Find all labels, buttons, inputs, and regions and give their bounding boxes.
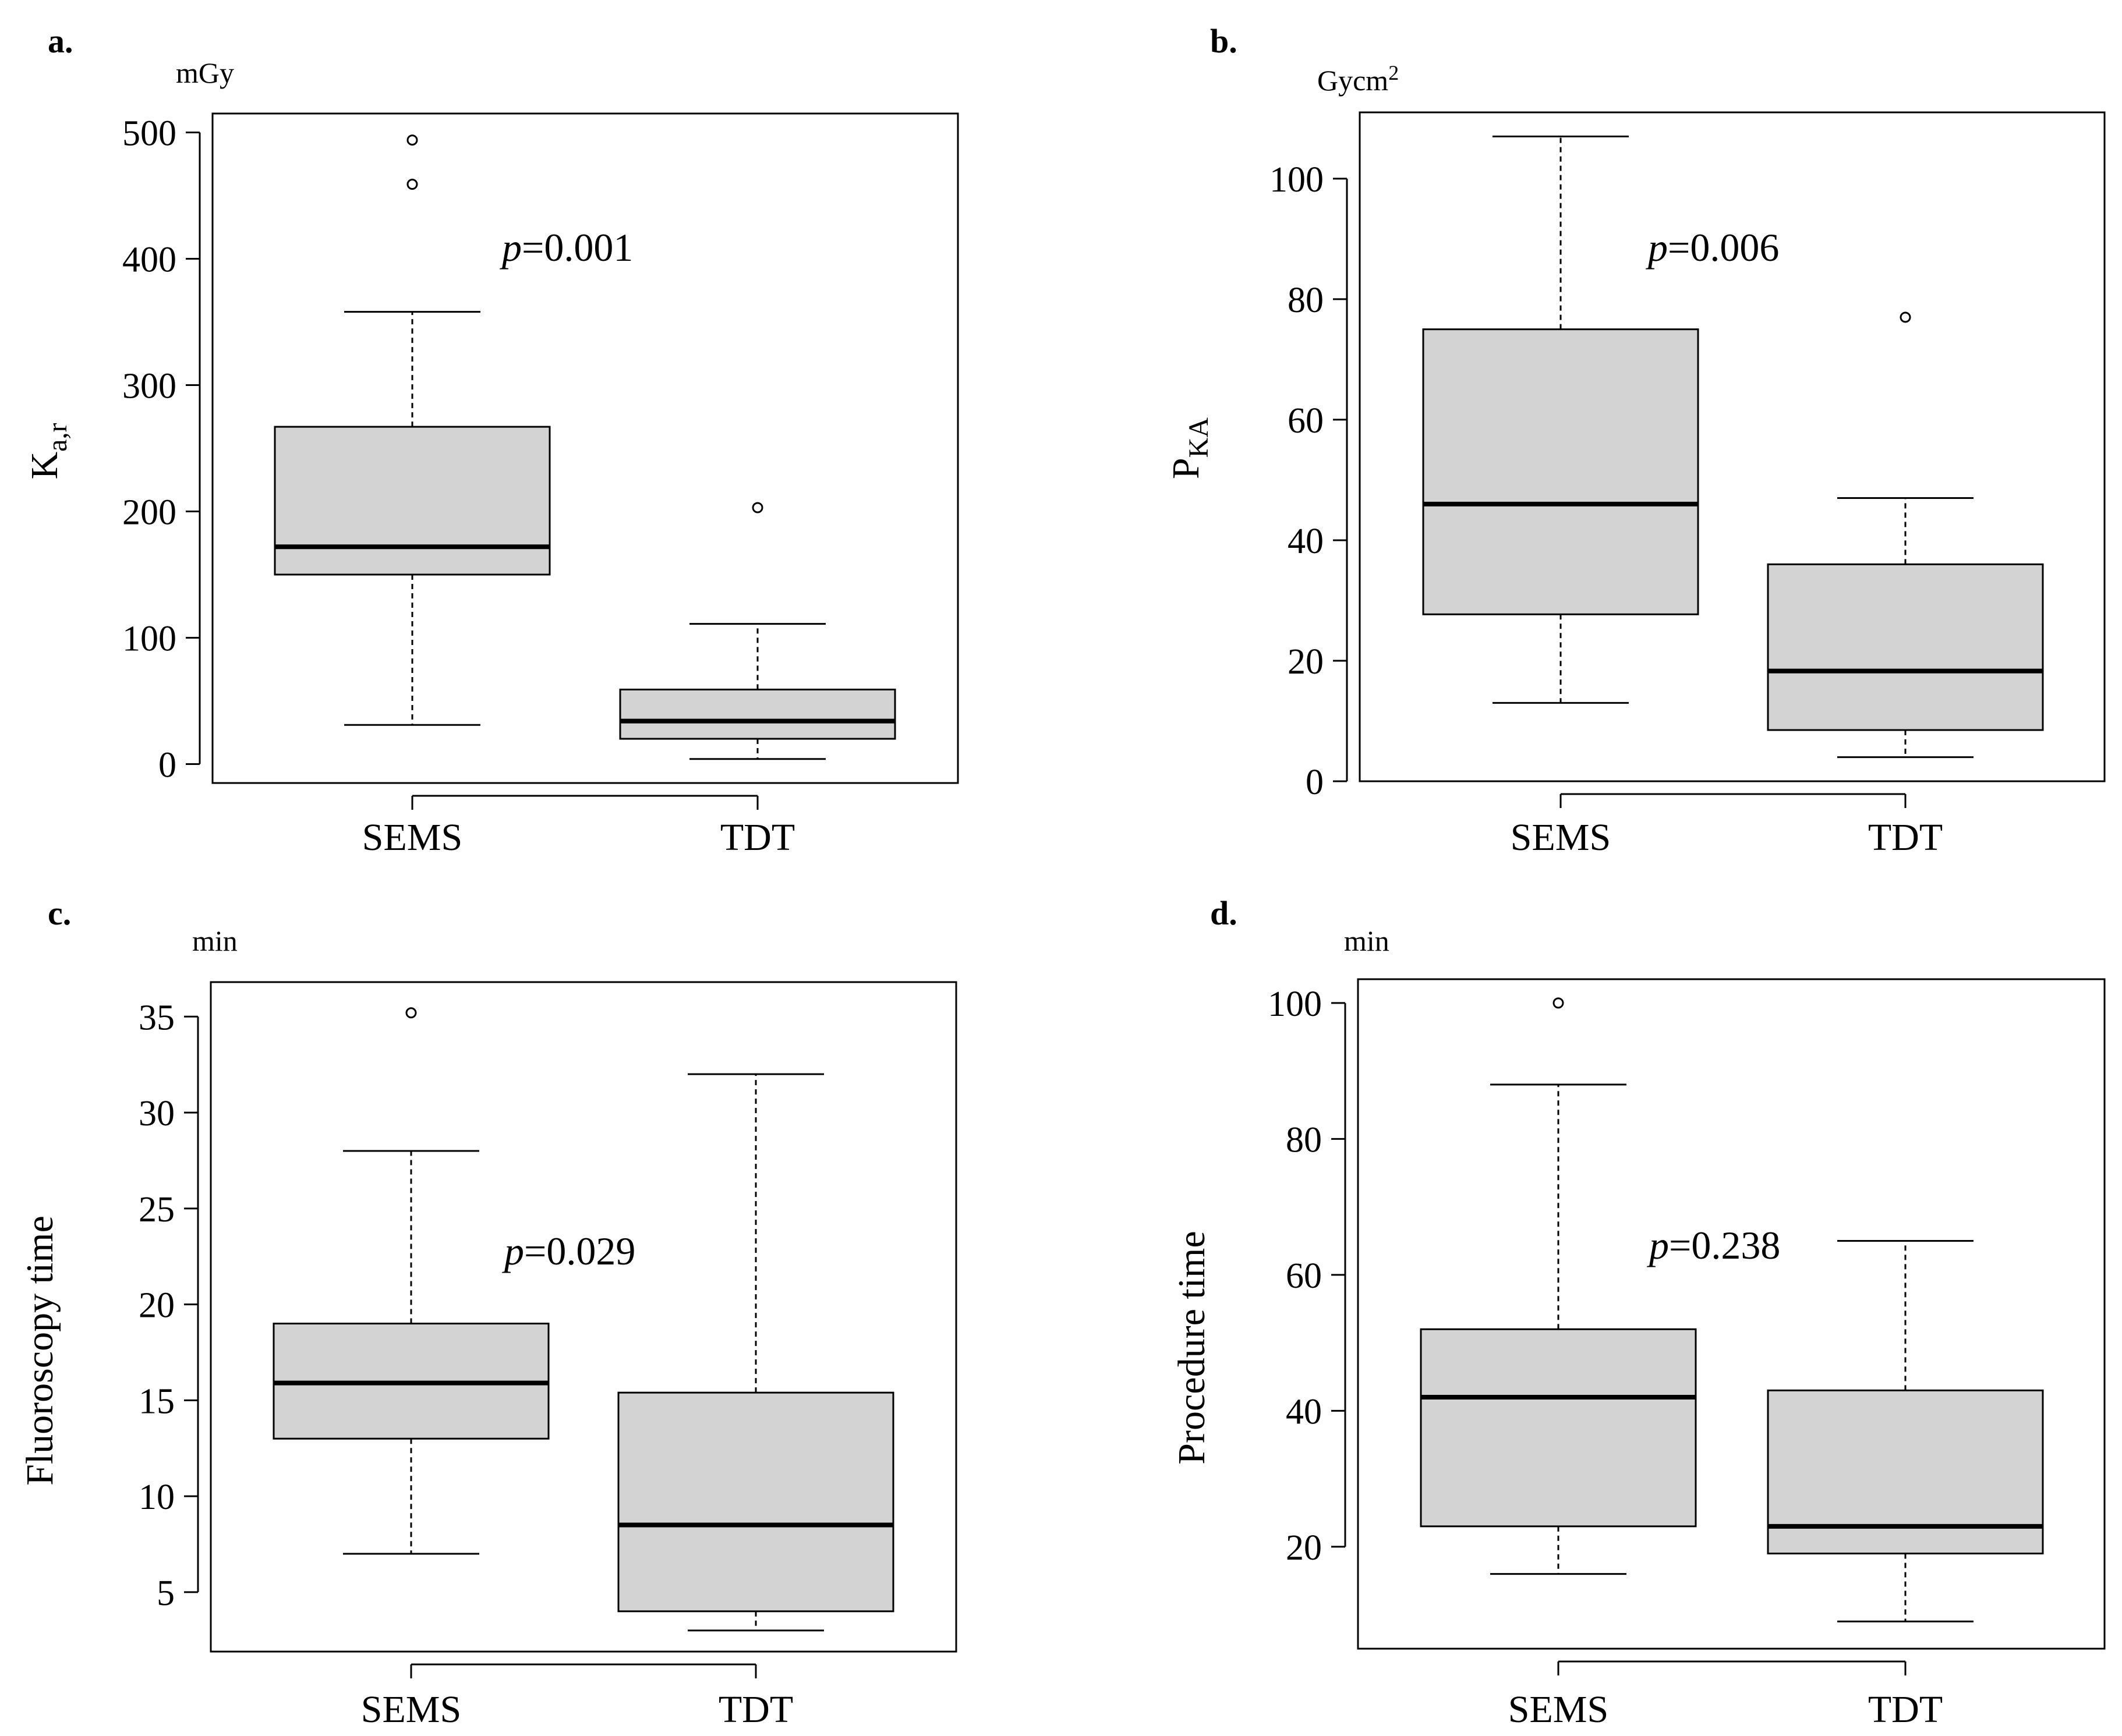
- y-tick-label: 0: [158, 745, 176, 785]
- outlier-point: [752, 502, 763, 513]
- y-tick-label: 300: [122, 367, 176, 406]
- y-tick-label: 500: [122, 114, 176, 154]
- plot-frame: [211, 112, 959, 784]
- iqr-box: [1767, 563, 2044, 731]
- panel-label: b.: [1210, 22, 1237, 60]
- p-value-annotation: p=0.029: [502, 1229, 635, 1273]
- p-value-symbol: p: [502, 1229, 524, 1273]
- unit-text: Gycm: [1317, 64, 1388, 97]
- unit-label: min: [1344, 924, 1389, 957]
- unit-text: min: [192, 924, 238, 957]
- y-axis-label-main: Procedure time: [1170, 1231, 1213, 1464]
- y-axis-label-subscript: KA: [1183, 417, 1214, 458]
- y-tick-label: 15: [139, 1381, 175, 1421]
- iqr-box: [274, 426, 551, 576]
- unit-label: min: [192, 924, 238, 957]
- y-axis-label: PKA: [1165, 417, 1214, 479]
- x-category-label: SEMS: [361, 1688, 461, 1731]
- y-axis-label-subscript: a,r: [42, 423, 73, 452]
- chart-panel-c: c. min Fluoroscopy time 5 10 15 20 25 30 35 SEMS TD…: [19, 894, 957, 1731]
- unit-superscript: 2: [1388, 61, 1399, 84]
- outlier-point: [405, 1007, 417, 1019]
- y-axis-label-main: P: [1165, 458, 1207, 479]
- y-axis-label: Ka,r: [23, 423, 73, 480]
- p-value-symbol: p: [500, 225, 522, 270]
- x-category-label: TDT: [1868, 816, 1943, 859]
- y-tick-label: 40: [1288, 522, 1324, 561]
- p-value-annotation: p=0.006: [1646, 225, 1779, 270]
- plot-frame: [210, 981, 957, 1653]
- y-tick-label: 5: [157, 1574, 175, 1613]
- iqr-box: [617, 1391, 894, 1613]
- box-sems: [1422, 135, 1699, 704]
- iqr-box: [1767, 1389, 2044, 1555]
- p-value-number: =0.029: [524, 1229, 635, 1273]
- unit-text: mGy: [176, 56, 234, 89]
- x-category-label: TDT: [720, 816, 795, 859]
- panel-label: d.: [1210, 894, 1237, 932]
- y-tick-label: 100: [122, 619, 176, 658]
- iqr-box: [1422, 328, 1699, 615]
- y-tick-label: 60: [1288, 401, 1324, 441]
- p-value-annotation: p=0.001: [500, 225, 633, 270]
- box-sems: [274, 134, 551, 726]
- plot-frame: [1359, 111, 2106, 782]
- unit-label: mGy: [176, 56, 234, 89]
- outlier-point: [406, 179, 418, 190]
- y-axis-label-main: Fluoroscopy time: [19, 1216, 61, 1486]
- unit-text: min: [1344, 924, 1389, 957]
- y-tick-label: 60: [1286, 1256, 1322, 1296]
- box-tdt: [1767, 311, 2044, 759]
- y-axis-label: Procedure time: [1170, 1231, 1213, 1464]
- chart-panel-d: d. min Procedure time 20 40 60 80 100 SEMS TDT p=0…: [1170, 894, 2106, 1731]
- chart-panel-a: a. mGy Ka,r 0 100 200 300 400 500 SEMS TDT p=0.001: [23, 22, 959, 859]
- y-tick-label: 80: [1286, 1120, 1322, 1160]
- x-category-label: SEMS: [1511, 816, 1611, 859]
- box-sems: [1420, 997, 1697, 1575]
- y-tick-label: 40: [1286, 1392, 1322, 1432]
- unit-label: Gycm2: [1317, 61, 1399, 97]
- x-category-label: TDT: [719, 1688, 793, 1731]
- panel-label: a.: [48, 22, 73, 60]
- y-tick-label: 25: [139, 1190, 175, 1230]
- y-tick-label: 400: [122, 240, 176, 280]
- p-value-symbol: p: [1647, 1223, 1669, 1267]
- y-tick-label: 0: [1306, 763, 1324, 802]
- y-tick-label: 20: [1286, 1528, 1322, 1568]
- x-category-label: SEMS: [362, 816, 462, 859]
- y-tick-label: 20: [1288, 642, 1324, 682]
- chart-panel-b: b. Gycm2 PKA 0 20 40 60 80 100 SEMS TDT p=0.006: [1165, 22, 2106, 859]
- outlier-point: [1900, 311, 1911, 323]
- p-value-number: =0.001: [522, 225, 633, 270]
- p-value-number: =0.238: [1669, 1223, 1780, 1267]
- y-axis-label: Fluoroscopy time: [19, 1216, 61, 1486]
- outlier-point: [406, 134, 418, 146]
- p-value-annotation: p=0.238: [1647, 1223, 1780, 1267]
- y-tick-label: 10: [139, 1478, 175, 1517]
- y-tick-label: 100: [1268, 984, 1322, 1024]
- plot-frame: [1357, 978, 2106, 1650]
- y-tick-label: 200: [122, 493, 176, 532]
- iqr-box: [619, 688, 896, 740]
- x-category-label: TDT: [1868, 1688, 1943, 1731]
- y-tick-label: 35: [139, 998, 175, 1037]
- y-tick-label: 30: [139, 1094, 175, 1133]
- y-tick-label: 100: [1269, 160, 1324, 200]
- y-axis-label-main: K: [23, 452, 66, 480]
- box-sems: [273, 1007, 550, 1555]
- box-tdt: [619, 502, 896, 760]
- outlier-point: [1552, 997, 1564, 1009]
- panel-label: c.: [48, 894, 71, 932]
- y-tick-label: 80: [1288, 281, 1324, 320]
- y-tick-label: 20: [139, 1286, 175, 1326]
- iqr-box: [1420, 1328, 1697, 1528]
- p-value-symbol: p: [1646, 225, 1668, 270]
- p-value-number: =0.006: [1668, 225, 1779, 270]
- box-tdt: [617, 1073, 894, 1632]
- box-tdt: [1767, 1239, 2044, 1622]
- x-category-label: SEMS: [1508, 1688, 1608, 1731]
